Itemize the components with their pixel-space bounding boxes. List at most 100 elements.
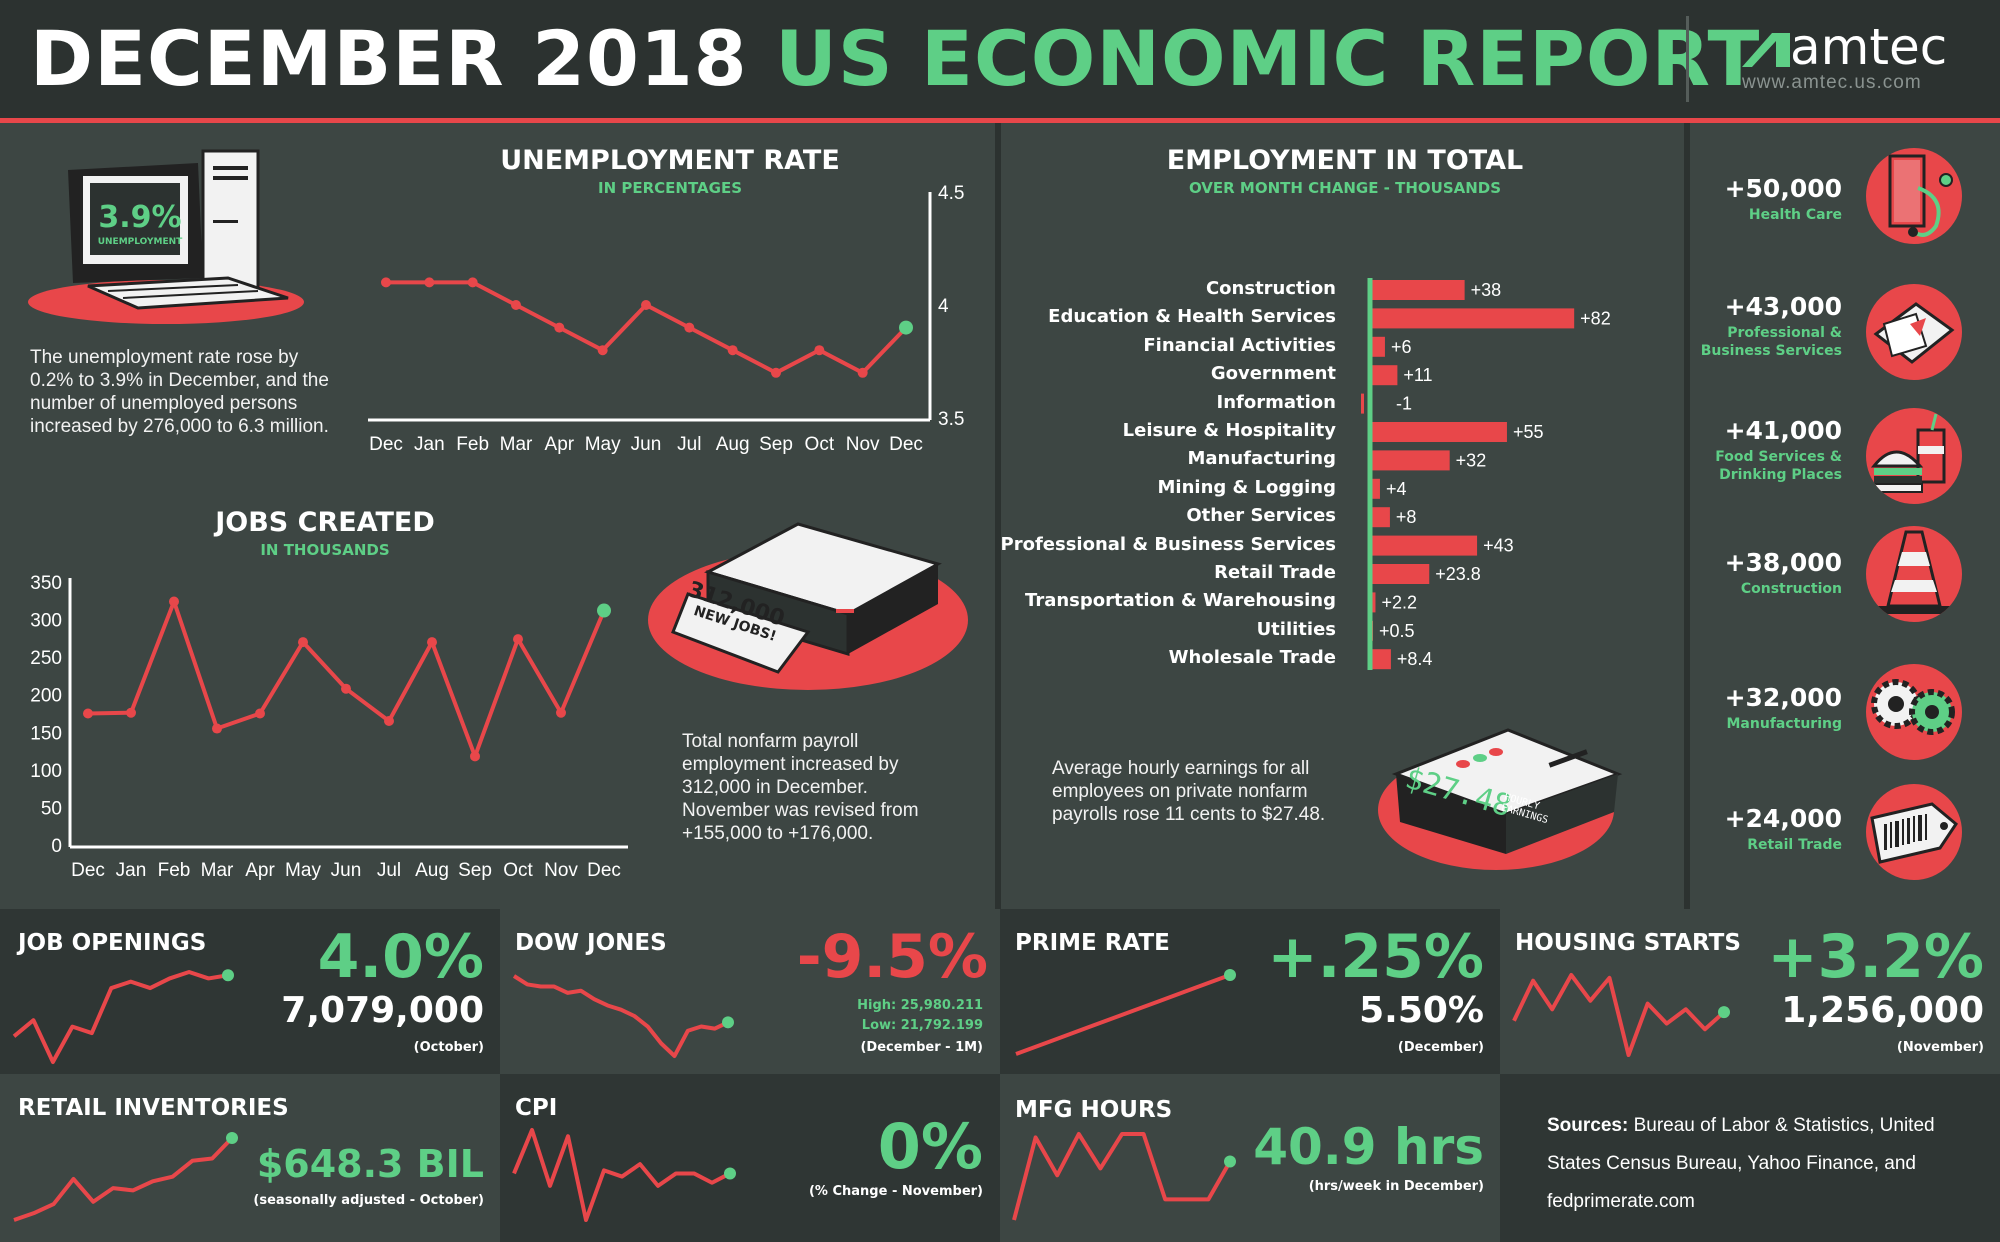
- bar: [1370, 478, 1380, 499]
- sidebar-value: +50,000: [1724, 174, 1842, 203]
- bar: [1361, 393, 1364, 414]
- bar-value-label: +0.5: [1379, 621, 1415, 641]
- bar-value-label: +23.8: [1435, 564, 1481, 584]
- bar: [1370, 336, 1385, 357]
- y-tick-label: 150: [30, 723, 62, 744]
- bar: [1370, 450, 1450, 471]
- prime-rate-title: PRIME RATE: [1015, 930, 1170, 956]
- data-point: [381, 277, 391, 288]
- bar: [1370, 564, 1430, 584]
- bar: [1370, 507, 1390, 528]
- bar-value-label: -1: [1396, 394, 1412, 414]
- data-point: [597, 603, 611, 618]
- retail-inventories-value: $648.3 BIL: [256, 1142, 484, 1186]
- divider-vertical: [1684, 123, 1690, 909]
- title-report: US ECONOMIC REPORT: [775, 14, 1761, 103]
- sidebar-label: Manufacturing: [1726, 716, 1843, 732]
- sidebar-value: +43,000: [1724, 292, 1842, 321]
- sparkline-end-point: [724, 1167, 736, 1180]
- bar-category-label: Financial Activities: [1143, 334, 1336, 356]
- bar-category-label: Transportation & Warehousing: [1025, 590, 1336, 612]
- printer-icon: [648, 522, 968, 690]
- sparkline: [12, 970, 229, 1064]
- x-tick-label: Jul: [377, 860, 401, 881]
- x-tick-label: Aug: [415, 860, 449, 881]
- bar: [1370, 365, 1398, 386]
- x-tick-label: Jun: [331, 860, 362, 881]
- x-tick-label: Oct: [805, 434, 835, 455]
- data-point: [727, 345, 738, 356]
- bar-value-label: +43: [1483, 536, 1514, 556]
- clock-icon: [1378, 728, 1623, 870]
- bar: [1370, 592, 1376, 613]
- sparkline-end-point: [722, 1016, 734, 1029]
- tile-retail-inventories: [0, 1074, 500, 1242]
- traffic-cone-icon: [1866, 526, 1962, 622]
- data-point: [470, 751, 480, 762]
- data-point: [83, 708, 93, 719]
- bar-category-label: Leisure & Hospitality: [1122, 420, 1336, 441]
- bar-value-label: +6: [1391, 337, 1412, 357]
- page-title: DECEMBER 2018 US ECONOMIC REPORT: [30, 14, 1760, 103]
- sources-list: Bureau of Labor & Statistics, United Sta…: [1547, 1115, 1935, 1212]
- sparkline-end-point: [222, 969, 234, 982]
- data-point: [554, 322, 565, 333]
- sparkline: [512, 1128, 731, 1222]
- dow-jones-note: (December - 1M): [860, 1040, 983, 1055]
- bar-category-label: Education & Health Services: [1048, 306, 1336, 328]
- y-tick-label: 350: [30, 573, 62, 594]
- dow-jones-pct: -9.5%: [796, 922, 988, 992]
- bar-value-label: +38: [1471, 280, 1502, 300]
- cpi-title: CPI: [515, 1095, 558, 1121]
- y-tick-label: 0: [51, 836, 62, 857]
- housing-starts-pct: +3.2%: [1767, 922, 1984, 992]
- x-tick-label: Sep: [458, 860, 492, 881]
- price-tag-icon: [1866, 784, 1962, 880]
- y-tick-label: 4.5: [938, 183, 964, 204]
- sidebar-label: Construction: [1740, 581, 1842, 597]
- y-tick-label: 200: [30, 686, 62, 707]
- data-point: [427, 637, 437, 648]
- title-date: DECEMBER 2018: [30, 14, 748, 103]
- prime-rate-value: 5.50%: [1359, 990, 1484, 1031]
- bar: [1370, 649, 1391, 670]
- unemployment-subtitle: IN PERCENTAGES: [598, 179, 742, 197]
- bar-category-label: Utilities: [1256, 618, 1336, 640]
- header-separator: [1686, 16, 1689, 102]
- sparkline: [512, 974, 729, 1058]
- data-point: [255, 708, 265, 719]
- bar: [1370, 535, 1478, 556]
- amtec-logo-icon: [1742, 33, 1790, 67]
- dow-jones-title: DOW JONES: [515, 930, 667, 956]
- bar-category-label: Other Services: [1186, 505, 1336, 527]
- sidebar-label: Health Care: [1748, 207, 1842, 223]
- data-point: [513, 634, 523, 645]
- sources-text: Sources: Bureau of Labor & Statistics, U…: [1547, 1107, 1967, 1221]
- divider-vertical: [995, 123, 1001, 909]
- medical-book-icon: [1866, 148, 1962, 244]
- computer-icon: [28, 149, 304, 324]
- dow-jones-low: Low: 21,792.199: [861, 1018, 983, 1033]
- sparkline: [1015, 973, 1231, 1056]
- tile-sources: [1500, 1074, 2000, 1242]
- cpi-note: (% Change - November): [808, 1184, 983, 1199]
- bar-category-label: Information: [1216, 391, 1336, 413]
- bar-value-label: +2.2: [1381, 592, 1417, 612]
- tile-prime-rate: [1000, 909, 1500, 1074]
- y-tick-label: 100: [30, 761, 62, 782]
- header-divider: [0, 118, 2000, 123]
- sparkline: [13, 1136, 234, 1222]
- unemployment-text: The unemployment rate rose by 0.2% to 3.…: [30, 347, 329, 437]
- bar-value-label: +8: [1396, 507, 1417, 527]
- dow-jones-high: High: 25,980.211: [857, 998, 983, 1013]
- bar-category-label: Construction: [1205, 278, 1336, 299]
- x-tick-label: Dec: [71, 860, 105, 881]
- data-point: [341, 683, 351, 694]
- bar-category-label: Government: [1210, 363, 1336, 385]
- header-bar: [0, 0, 2000, 118]
- sidebar-value: +38,000: [1724, 548, 1842, 577]
- x-tick-label: Jun: [631, 434, 662, 455]
